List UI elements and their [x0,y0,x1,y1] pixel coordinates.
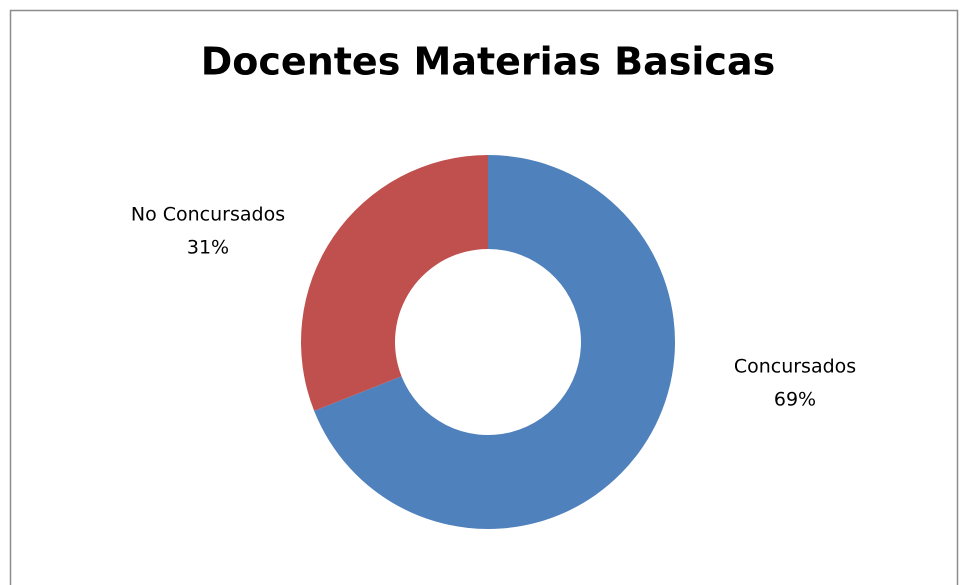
value-label: 31% [187,237,229,259]
donut-slice [300,155,488,411]
chart-title: Docentes Materias Basicas [201,40,775,84]
value-label: 69% [774,389,816,411]
donut-slice [314,155,675,530]
category-label: No Concursados [131,204,285,226]
category-label: Concursados [734,356,856,378]
